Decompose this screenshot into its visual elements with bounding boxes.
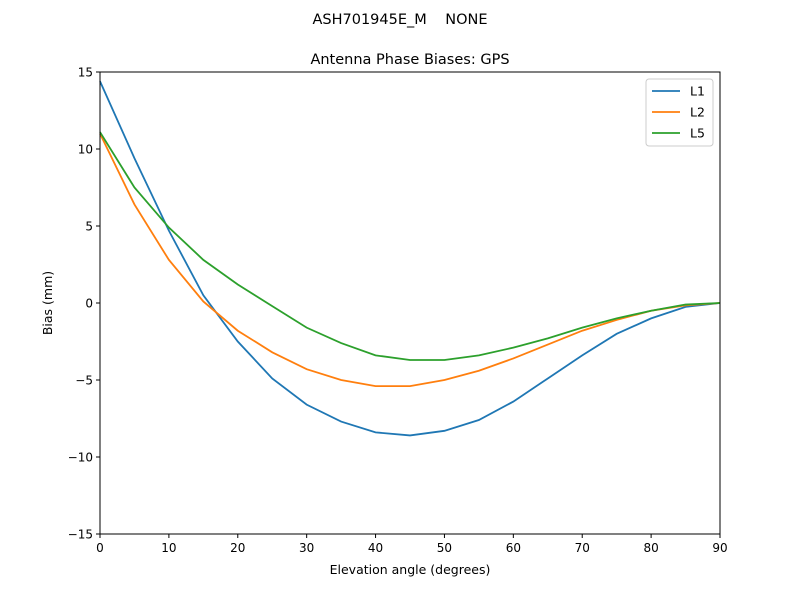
x-axis-label: Elevation angle (degrees) — [330, 562, 491, 577]
y-tick-label: 0 — [85, 297, 93, 311]
series-line-L5 — [99, 131, 721, 361]
series-line-L1 — [99, 80, 721, 437]
y-tick-label: 5 — [85, 220, 93, 234]
x-tick-label: 70 — [575, 541, 590, 555]
legend: L1 L2 L5 — [645, 78, 714, 147]
chart-title: Antenna Phase Biases: GPS — [310, 52, 509, 68]
x-tick-label: 80 — [643, 541, 658, 555]
legend-label: L5 — [690, 126, 705, 141]
x-tick-label: 40 — [368, 541, 383, 555]
x-tick-label: 90 — [712, 541, 727, 555]
x-tick-label: 30 — [299, 541, 314, 555]
y-tick-label: 15 — [78, 66, 93, 80]
x-tick-label: 10 — [161, 541, 176, 555]
y-axis-label: Bias (mm) — [40, 271, 55, 335]
legend-label: L2 — [690, 105, 705, 120]
x-tick-label: 60 — [506, 541, 521, 555]
x-tick-label: 50 — [437, 541, 452, 555]
x-tick-label: 20 — [230, 541, 245, 555]
series-line-L2 — [99, 133, 721, 388]
legend-label: L1 — [690, 84, 705, 99]
chart-suptitle: ASH701945E_M NONE — [312, 12, 487, 28]
x-tick-label: 0 — [96, 541, 104, 555]
y-tick-label: −10 — [68, 451, 93, 465]
y-tick-label: 10 — [78, 143, 93, 157]
plot-frame — [99, 71, 721, 535]
y-tick-label: −15 — [68, 528, 93, 542]
y-tick-label: −5 — [75, 374, 93, 388]
